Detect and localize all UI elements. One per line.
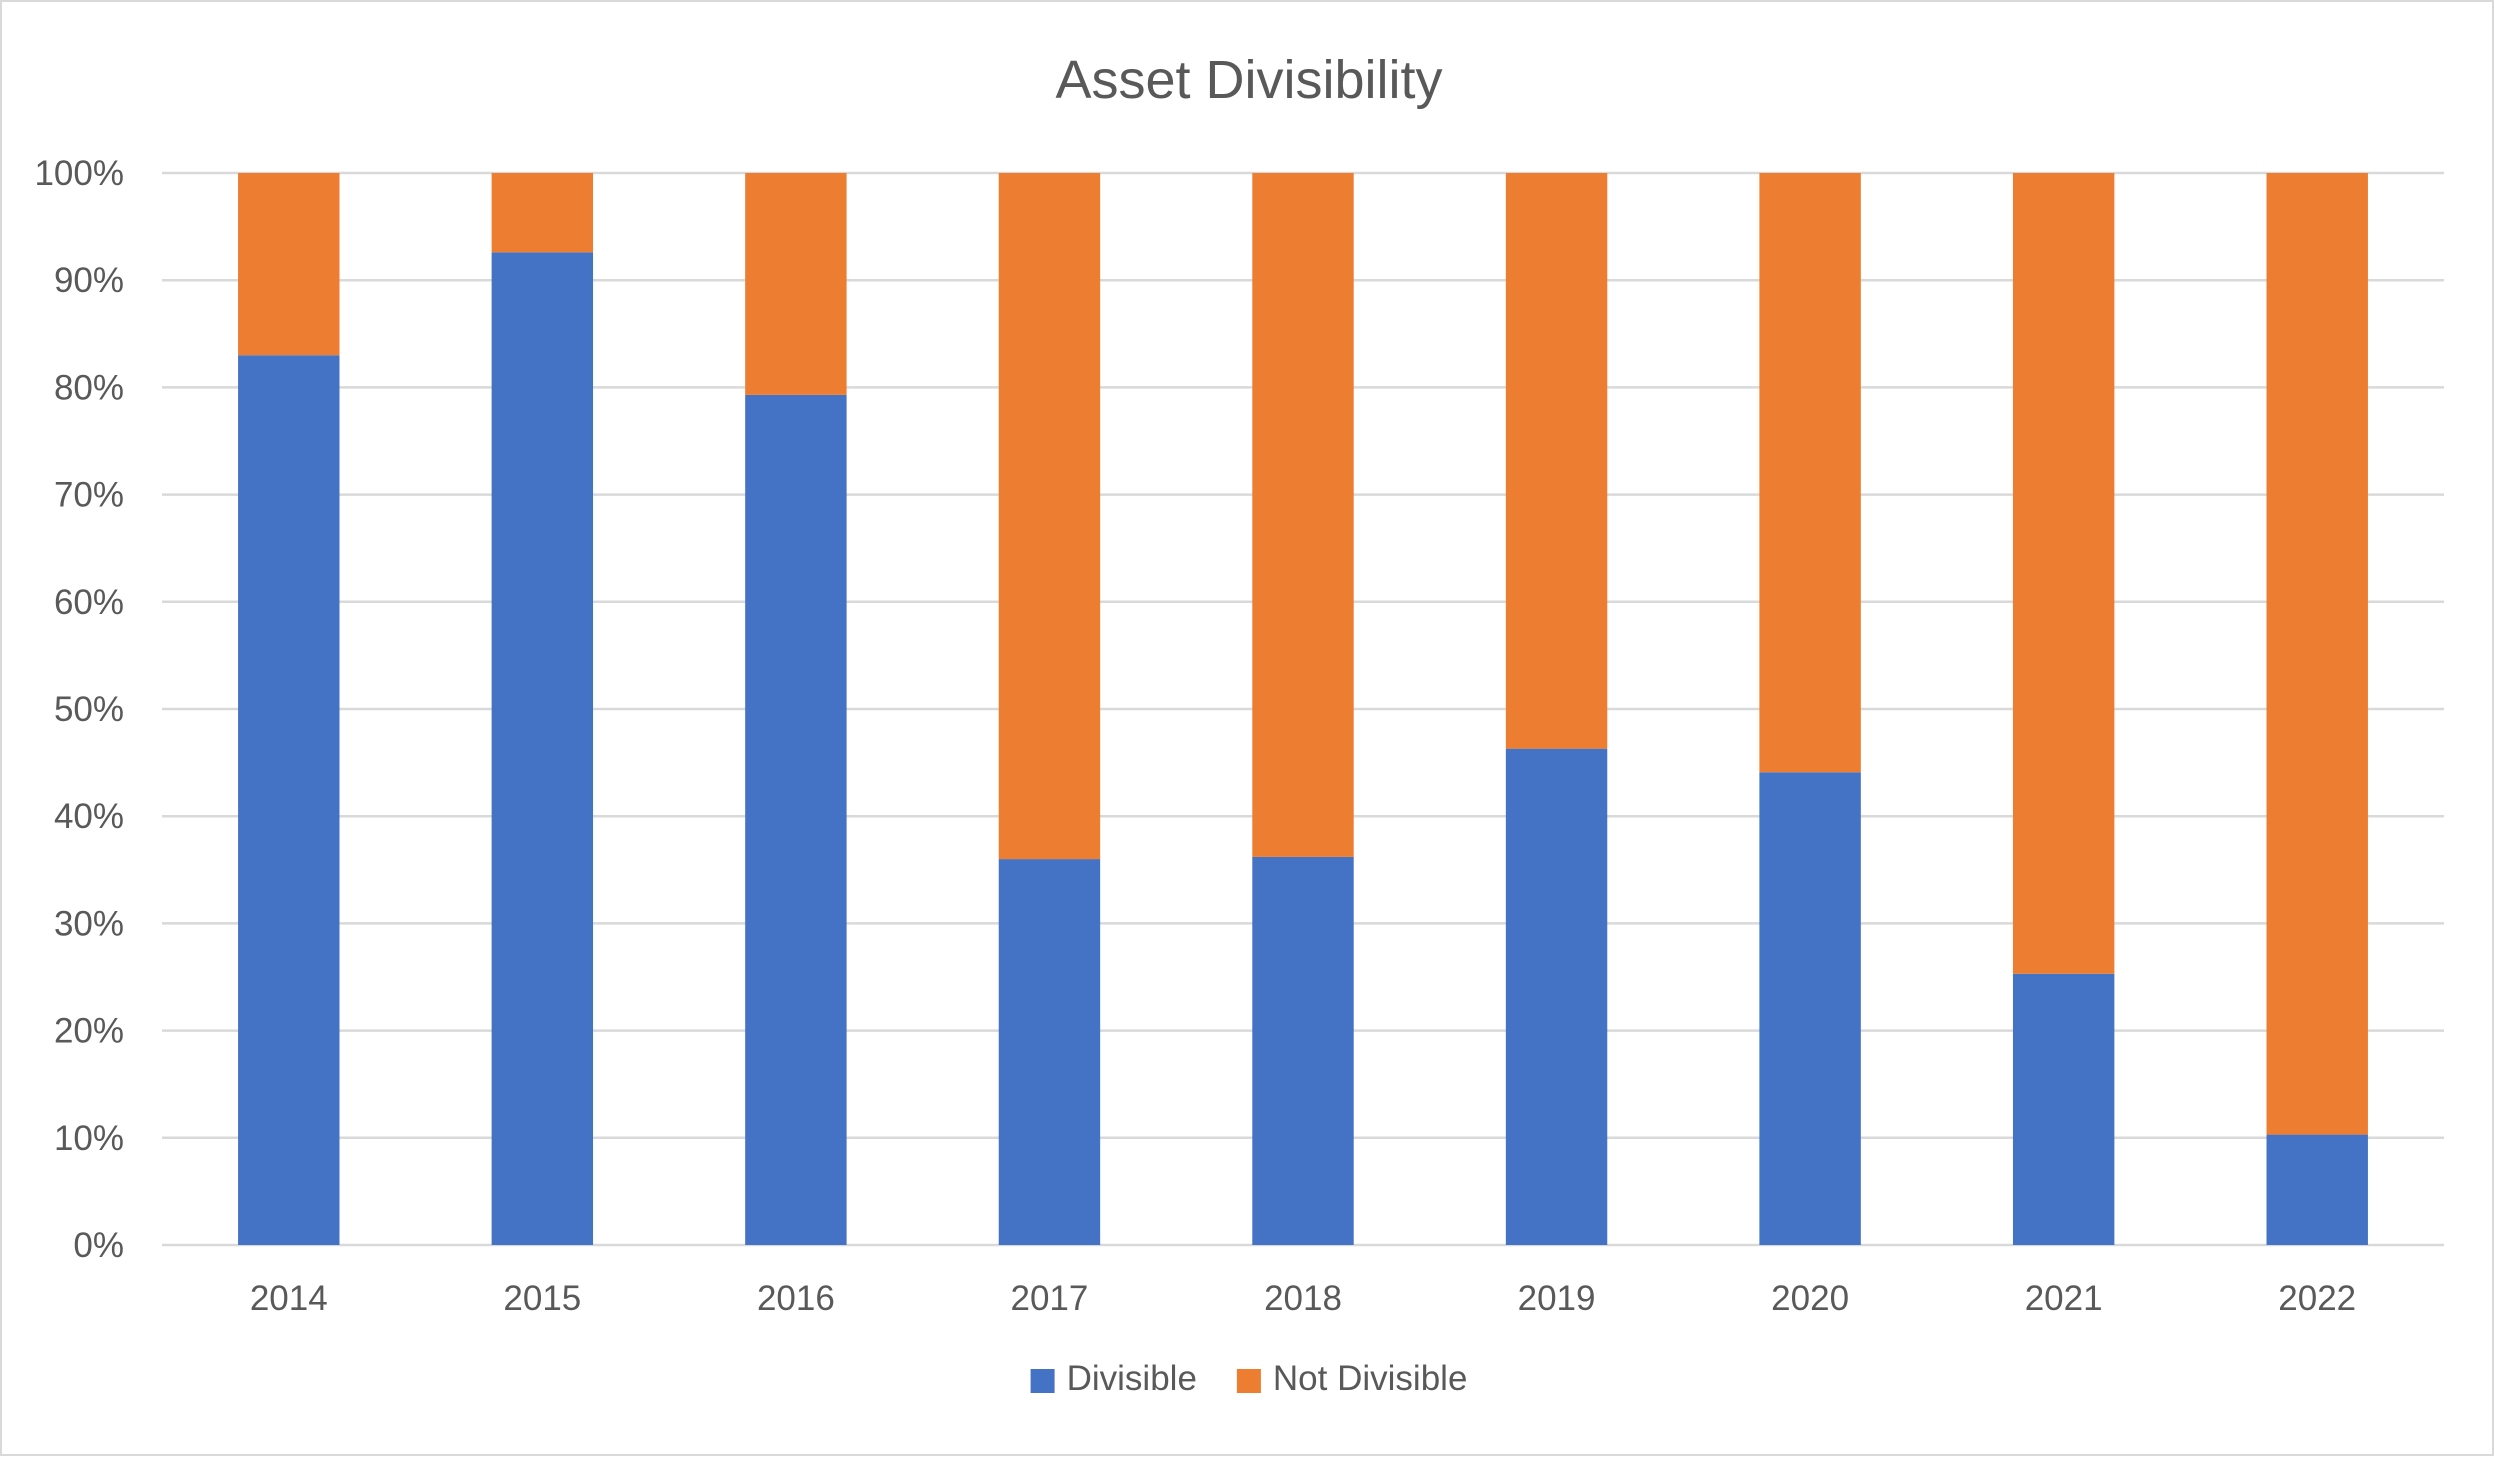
bar-divisible-2021: [2012, 973, 2115, 1245]
y-tick-label: 80%: [54, 368, 124, 407]
bar-divisible-2015: [491, 252, 594, 1245]
bar-not-divisible-2015: [491, 173, 594, 253]
x-tick-label: 2019: [1518, 1279, 1596, 1318]
y-tick-label: 20%: [54, 1012, 124, 1051]
x-tick-label: 2014: [250, 1279, 328, 1318]
x-tick-label: 2021: [2025, 1279, 2103, 1318]
bar-not-divisible-2014: [238, 173, 340, 356]
y-tick-label: 0%: [73, 1226, 124, 1265]
x-tick-label: 2022: [2278, 1279, 2356, 1318]
x-tick-label: 2017: [1011, 1279, 1089, 1318]
bar-divisible-2014: [238, 355, 340, 1245]
bar-not-divisible-2021: [2012, 173, 2115, 974]
x-tick-label: 2016: [757, 1279, 835, 1318]
bar-divisible-2019: [1505, 748, 1608, 1245]
legend: Divisible Not Divisible: [1030, 1359, 1468, 1398]
legend-label: Divisible: [1067, 1359, 1197, 1398]
y-tick-label: 40%: [54, 797, 124, 836]
y-tick-label: 90%: [54, 261, 124, 300]
y-tick-label: 60%: [54, 583, 124, 622]
x-axis-tick-labels: 2014 2015 2016 2017 2018 2019 2020 2021 2022: [250, 1279, 2356, 1318]
x-tick-label: 2020: [1771, 1279, 1849, 1318]
legend-label: Not Divisible: [1273, 1359, 1468, 1398]
bar-not-divisible-2019: [1505, 173, 1608, 749]
bar-divisible-2020: [1759, 772, 1861, 1245]
bar-divisible-2018: [1252, 856, 1354, 1245]
bar-not-divisible-2017: [998, 173, 1101, 860]
bar-not-divisible-2018: [1252, 173, 1354, 857]
chart-title: Asset Divisibility: [1055, 50, 1442, 110]
x-tick-label: 2015: [503, 1279, 581, 1318]
legend-item-not-divisible: Not Divisible: [1236, 1359, 1468, 1398]
legend-item-divisible: Divisible: [1030, 1359, 1197, 1398]
x-tick-label: 2018: [1264, 1279, 1342, 1318]
legend-swatch: [1236, 1369, 1261, 1393]
bar-not-divisible-2016: [745, 173, 847, 395]
y-tick-label: 30%: [54, 904, 124, 943]
bar-not-divisible-2022: [2266, 173, 2368, 1135]
bar-divisible-2022: [2266, 1134, 2368, 1245]
bar-divisible-2017: [998, 859, 1101, 1245]
bar-not-divisible-2020: [1759, 173, 1861, 773]
y-tick-label: 100%: [34, 154, 124, 193]
y-axis-tick-labels: 0% 10% 20% 30% 40% 50% 60% 70% 80% 90% 100%: [34, 154, 124, 1265]
y-tick-label: 70%: [54, 476, 124, 515]
bar-divisible-2016: [745, 394, 847, 1245]
bars: [238, 173, 2368, 1245]
y-tick-label: 50%: [54, 690, 124, 729]
legend-swatch: [1030, 1369, 1055, 1393]
y-tick-label: 10%: [54, 1119, 124, 1158]
